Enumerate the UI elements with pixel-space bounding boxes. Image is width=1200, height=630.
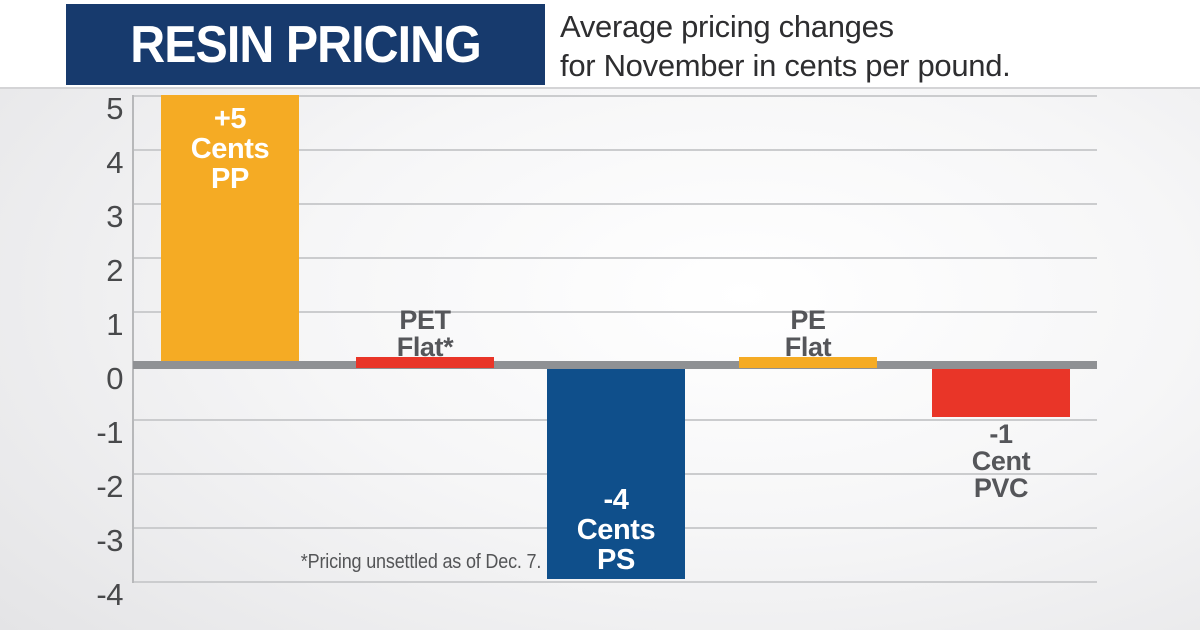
y-tick-label-3: 3	[106, 199, 123, 234]
bar-label-pp: +5 Cents PP	[145, 104, 315, 194]
zero-baseline	[133, 361, 1097, 369]
bar-label-pvc: -1 Cent PVC	[916, 421, 1086, 502]
y-axis-line	[132, 95, 134, 583]
bar-label-line: PE	[790, 305, 826, 335]
bar-label-line: Cents	[190, 133, 270, 165]
y-tick-label--2: -2	[96, 469, 123, 504]
bar-pvc	[932, 369, 1070, 417]
y-tick-label--4: -4	[96, 577, 123, 612]
y-tick-label-0: 0	[106, 361, 123, 396]
bar-label-line: PVC	[973, 473, 1029, 503]
bar-label-line: Flat*	[396, 332, 454, 362]
y-tick-label-4: 4	[106, 145, 123, 180]
bar-label-line: -4	[603, 484, 629, 516]
footnote: *Pricing unsettled as of Dec. 7.	[300, 551, 542, 573]
chart-subtitle: Average pricing changes for November in …	[560, 7, 1011, 85]
subtitle-line-2: for November in cents per pound.	[560, 48, 1011, 83]
y-tick-label--3: -3	[96, 523, 123, 558]
header-title-box: RESIN PRICING	[66, 4, 545, 85]
bar-label-pet: PET Flat*	[340, 307, 510, 361]
gridline-2	[133, 257, 1097, 259]
bar-pe	[739, 357, 877, 368]
gridline-4	[133, 149, 1097, 151]
bar-label-line: -1	[989, 419, 1013, 449]
bar-ps	[547, 369, 685, 579]
bar-label-line: PET	[399, 305, 451, 335]
bar-label-line: Flat	[784, 332, 832, 362]
bar-label-line: +5	[213, 103, 247, 135]
gridline-3	[133, 203, 1097, 205]
bar-label-line: PP	[211, 163, 249, 195]
subtitle-line-1: Average pricing changes	[560, 9, 894, 44]
y-tick-label-2: 2	[106, 253, 123, 288]
bar-label-line: Cent	[971, 446, 1031, 476]
gridline--4	[133, 581, 1097, 583]
bar-label-line: PS	[597, 544, 635, 576]
bar-label-ps: -4 Cents PS	[531, 485, 701, 575]
bar-label-line: Cents	[576, 514, 656, 546]
y-tick-label--1: -1	[96, 415, 123, 450]
page-title: RESIN PRICING	[130, 15, 482, 74]
bar-pp	[161, 95, 299, 361]
gridline-5	[133, 95, 1097, 97]
bar-pet	[356, 357, 494, 368]
bar-label-pe: PE Flat	[723, 307, 893, 361]
header-separator-line	[0, 87, 1200, 89]
y-tick-label-5: 5	[106, 91, 123, 126]
y-tick-label-1: 1	[106, 307, 123, 342]
gridline-1	[133, 311, 1097, 313]
